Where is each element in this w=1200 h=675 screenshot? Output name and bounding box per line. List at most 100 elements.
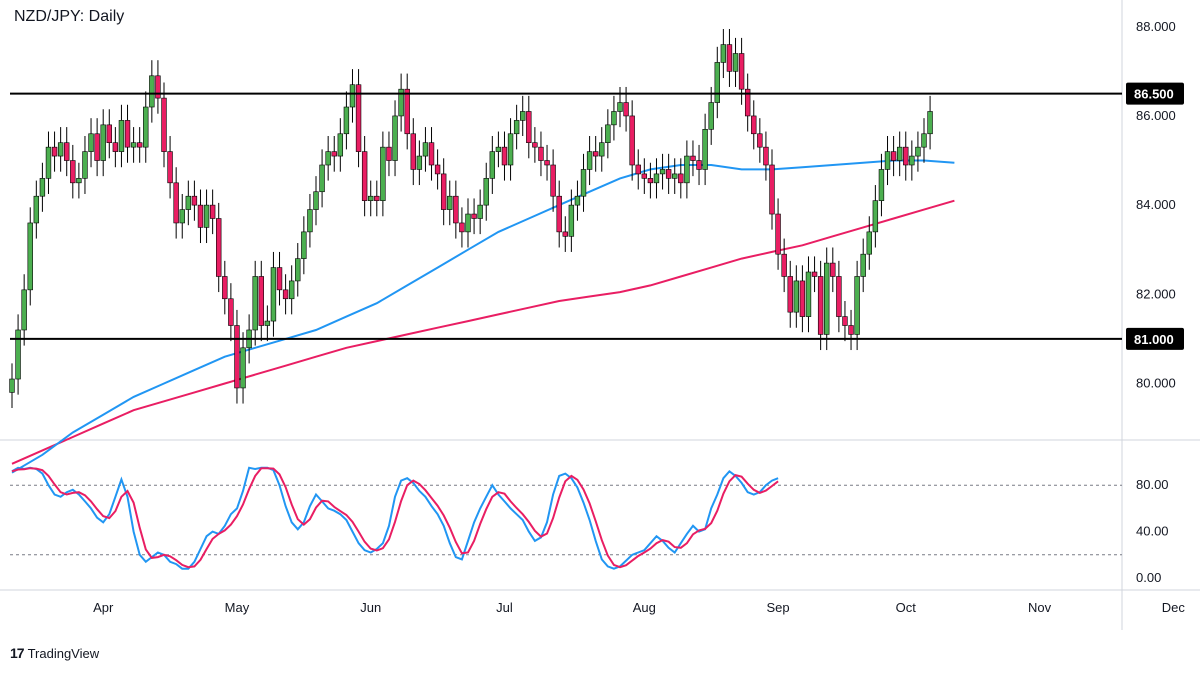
price-tick-label: 86.000 [1136,108,1176,123]
candle-body [580,169,587,197]
candle-body [647,178,654,184]
candle-body [690,155,696,161]
candle [282,274,289,315]
candle [361,136,368,217]
candle [769,149,775,230]
candle-body [216,218,222,277]
candle [775,198,781,270]
candle-body [763,146,769,166]
candle [368,180,374,217]
candle [903,131,909,181]
candle [386,131,392,177]
candle-body [793,280,800,313]
candle [343,91,350,150]
candle [611,95,617,141]
time-axis: Apr May Jun Jul Aug Sep Oct Nov Dec [93,600,1185,615]
candle-body [586,151,593,170]
candle [45,131,52,194]
candle-body [665,169,672,179]
tradingview-brand: 17 TradingView [10,645,99,661]
candle [538,131,544,177]
candle-body [313,191,319,210]
candle-body [848,325,854,335]
candle-body [526,111,532,143]
candle-body [386,146,392,161]
candle-body [82,151,88,179]
candle [544,144,550,181]
candle [264,305,271,342]
candle [501,131,508,181]
candle-body [410,133,416,170]
candle-body [361,151,368,201]
candle-body [380,146,386,201]
tradingview-logo-icon: 17 [10,645,25,661]
candle [520,95,526,137]
time-axis-label: Apr [93,600,114,615]
candle-body [805,271,812,317]
candle-body [149,75,155,108]
candle-body [854,276,860,335]
candle [161,82,167,168]
candle-body [884,151,891,170]
candle [690,140,696,177]
candle-body [574,195,581,206]
candle [757,118,763,163]
candle-body [185,195,192,210]
candle [471,198,477,235]
candle-body [173,182,179,224]
candle-body [64,142,70,161]
candle-body [817,276,824,335]
candle-body [39,178,46,197]
candle [720,28,727,79]
candle [355,69,362,168]
candle [678,158,684,199]
candle [872,185,879,248]
candle-body [136,142,143,148]
candle [568,189,575,252]
candle [592,136,599,172]
candle [884,136,891,186]
candle [33,180,40,239]
candle-body [513,120,520,135]
candle [836,260,842,333]
candle-body [270,267,277,322]
candle [64,127,70,177]
candle [39,162,46,212]
candle-body [726,44,733,72]
candle-body [368,195,374,201]
candle-body [130,142,137,148]
candle [459,207,465,248]
candle-body [866,231,872,255]
candle-body [21,289,27,331]
candle [240,332,246,404]
candle-body [824,262,830,335]
candle [124,104,131,163]
candle-body [714,62,720,103]
candle-body [325,151,331,166]
candle-body [434,164,441,175]
candle [708,86,714,145]
candle-body [629,115,635,166]
candle [489,136,496,194]
candle-body [416,155,423,170]
candle [106,109,112,159]
candle [440,158,447,226]
candle [82,136,88,194]
candle [921,118,927,163]
candle-body [447,195,453,210]
candle [276,251,283,306]
candle [605,109,611,159]
candle [434,149,441,190]
candle [222,260,228,315]
candle [629,100,635,181]
candle [896,131,903,177]
candle [130,127,137,163]
candle-body [191,195,198,206]
candle-body [222,276,228,300]
candle [532,127,538,163]
candle-body [343,106,350,135]
candle-body [282,289,289,300]
time-axis-label: Jul [496,600,513,615]
candle [416,140,423,186]
